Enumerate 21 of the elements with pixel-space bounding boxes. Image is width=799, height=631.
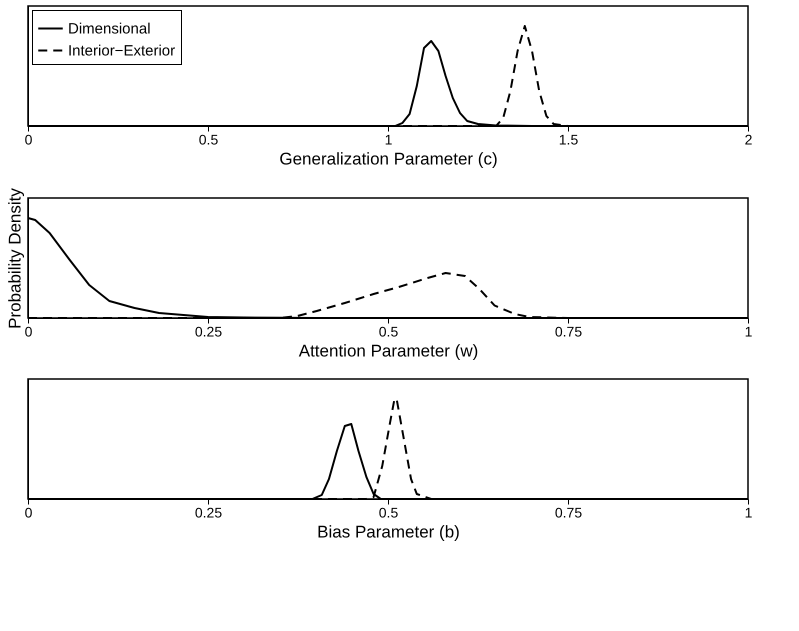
x-tick-label: 0.5 <box>198 132 218 148</box>
x-tick-label: 0.5 <box>378 324 398 340</box>
x-tick-label: 0.5 <box>378 504 398 520</box>
x-tick-label: 1.5 <box>558 132 578 148</box>
x-tick-label: 0 <box>24 504 33 520</box>
y-axis-title: Probability Density <box>6 188 24 329</box>
x-tick-label: 2 <box>744 132 753 148</box>
x-tick-label: 0 <box>24 132 33 148</box>
legend-label: Dimensional <box>68 20 151 38</box>
x-tick-label: 0.75 <box>554 504 582 520</box>
x-axis-title: Attention Parameter (w) <box>298 342 478 360</box>
x-tick-label: 0.25 <box>194 324 222 340</box>
x-tick-label: 1 <box>384 132 393 148</box>
x-tick-label: 1 <box>744 504 753 520</box>
legend-label: Interior−Exterior <box>68 42 176 60</box>
x-axis-title: Generalization Parameter (c) <box>279 150 498 168</box>
x-tick-label: 0.75 <box>554 324 582 340</box>
x-tick-label: 1 <box>744 324 753 340</box>
x-tick-label: 0.25 <box>194 504 222 520</box>
x-tick-label: 0 <box>24 324 33 340</box>
x-axis-title: Bias Parameter (b) <box>317 522 460 542</box>
